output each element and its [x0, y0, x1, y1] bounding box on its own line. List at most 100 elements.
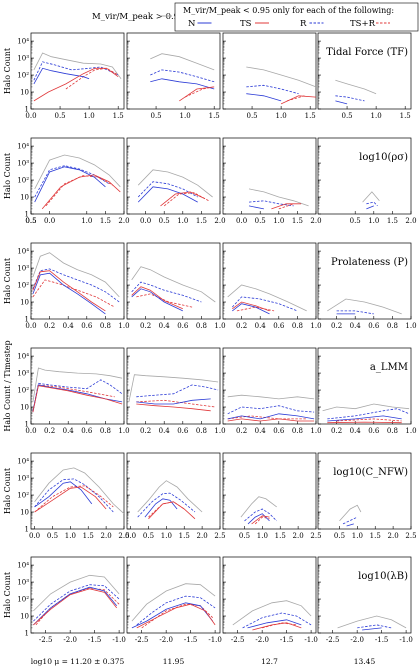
panel-frame	[317, 452, 412, 530]
y-axis-label: Halo Count	[3, 152, 12, 199]
panel-r4-c0: 1 10 10² 10³ 10⁴ 0.0 0.5 1.0 1.5 2.0 2.5	[17, 452, 130, 540]
series-n	[131, 602, 214, 629]
series-r	[136, 384, 219, 398]
series-ts-r	[32, 279, 115, 308]
y-axis-label: Halo Count	[3, 257, 12, 304]
series-ts	[32, 385, 123, 413]
series-all	[150, 53, 215, 71]
column-mass-label: 11.95	[163, 657, 185, 666]
x-tick-label: 1.5	[387, 217, 398, 225]
legend-entry-label: R	[300, 19, 307, 29]
series-r	[357, 624, 392, 629]
series-r	[32, 379, 123, 411]
x-tick-label: 2.0	[405, 217, 416, 225]
x-tick-label: -2.0	[350, 636, 364, 644]
x-tick-label: 0.8	[100, 427, 111, 435]
x-tick-label: 1.5	[209, 112, 220, 120]
row-title: log10(λB)	[358, 571, 408, 582]
x-tick-label: -1.5	[88, 636, 102, 644]
panel-r4-c1: 0.0 0.5 1.0 1.5 2.0 2.5	[125, 452, 226, 540]
series-ts	[148, 501, 196, 520]
x-tick-label: 1.0	[214, 322, 225, 330]
x-tick-label: 0.8	[292, 322, 303, 330]
series-ts	[271, 203, 302, 210]
panel-r2-c1: 0.2 0.4 0.6 0.8 1.0	[126, 242, 226, 330]
column-mass-label: 12.7	[261, 657, 278, 666]
series-ts-r	[278, 203, 294, 210]
y-tick-label: 10	[20, 299, 29, 307]
series-all	[246, 66, 317, 88]
x-tick-label: 1.0	[118, 427, 129, 435]
x-tick-label: 0.5	[25, 217, 36, 225]
x-tick-label: -1.0	[304, 636, 318, 644]
panel-r0-c0: 1 10 10² 10³ 10⁴ 0.0 0.5 1.0 1.5	[17, 32, 125, 120]
x-tick-label: 2.5	[214, 532, 225, 540]
series-ts	[160, 191, 206, 207]
panel-r1-c2: 0.0 0.5 1.0 1.5 2.0	[222, 137, 322, 225]
y-tick-label: 10²	[17, 282, 29, 290]
row-title: log10(C_NFW)	[333, 467, 408, 478]
y-tick-label: 10³	[17, 370, 29, 378]
series-ts-r	[236, 306, 275, 312]
x-tick-label: -1.5	[184, 636, 198, 644]
x-tick-label: 0.5	[334, 532, 345, 540]
x-tick-label: 1.5	[370, 532, 381, 540]
x-tick-label: 1.5	[400, 112, 411, 120]
x-tick-label: 0.0	[25, 112, 36, 120]
series-all	[227, 284, 307, 312]
x-tick-label: 0.4	[63, 427, 75, 435]
series-n	[247, 513, 270, 525]
series-ts-r	[336, 418, 402, 422]
x-tick-label: 0.2	[140, 427, 151, 435]
series-ts-r	[141, 603, 213, 629]
series-all	[240, 496, 277, 518]
legend-left-label: M_vir/M_peak > 0.95	[92, 12, 185, 22]
y-tick-label: 10²	[17, 387, 29, 395]
series-r	[32, 268, 120, 303]
x-tick-label: 0.8	[196, 322, 207, 330]
panel-r0-c3: 0.5 1.0 1.5 Tidal Force (TF)	[317, 32, 412, 120]
x-tick-label: 0.0	[236, 217, 247, 225]
series-r	[248, 200, 294, 207]
x-tick-label: 1.5	[179, 532, 190, 540]
x-tick-label: 2.0	[214, 217, 225, 225]
x-tick-label: 0.6	[81, 322, 93, 330]
row-title: log10(ρσ)	[359, 152, 408, 163]
x-tick-label: 0.5	[54, 112, 65, 120]
x-tick-label: 0.4	[350, 427, 362, 435]
x-tick-label: 2.0	[388, 532, 399, 540]
x-tick-label: 1.0	[81, 217, 92, 225]
series-all	[131, 266, 216, 303]
x-tick-label: 0.5	[150, 112, 161, 120]
y-tick-label: 10²	[17, 177, 29, 185]
series-all	[33, 574, 120, 612]
x-tick-label: 0.0	[25, 322, 36, 330]
x-tick-label: 0.6	[273, 427, 285, 435]
legend-title: M_vir/M_peak < 0.95 only for each of the…	[183, 6, 394, 15]
y-tick-label: 10³	[17, 55, 29, 63]
series-all	[34, 154, 121, 190]
series-ts-r	[45, 175, 113, 207]
x-tick-label: 0.6	[368, 427, 380, 435]
y-tick-label: 10²	[17, 596, 29, 604]
x-tick-label: 0.8	[387, 427, 398, 435]
series-ts-r	[65, 67, 119, 90]
x-tick-label: 0.4	[255, 427, 267, 435]
panel-frame	[317, 556, 412, 634]
series-ts-r	[184, 86, 215, 98]
legend-entry-label: TS+R	[350, 19, 376, 29]
series-ts	[227, 418, 315, 422]
series-ts	[179, 86, 215, 102]
x-tick-label: 0.2	[140, 322, 151, 330]
series-ts-r	[254, 516, 270, 525]
y-tick-label: 10³	[17, 475, 29, 483]
x-tick-label: -1.5	[280, 636, 294, 644]
x-tick-label: 1.5	[275, 532, 286, 540]
panel-r5-c3: -2.5 -2.0 -1.5 -1.0 log10(λB)	[317, 556, 413, 644]
x-tick-label: 0.2	[236, 427, 247, 435]
series-n	[33, 586, 118, 626]
x-tick-label: 0.4	[159, 322, 171, 330]
x-tick-label: 0.0	[25, 427, 36, 435]
x-tick-label: 2.5	[118, 532, 129, 540]
series-r	[327, 408, 410, 420]
